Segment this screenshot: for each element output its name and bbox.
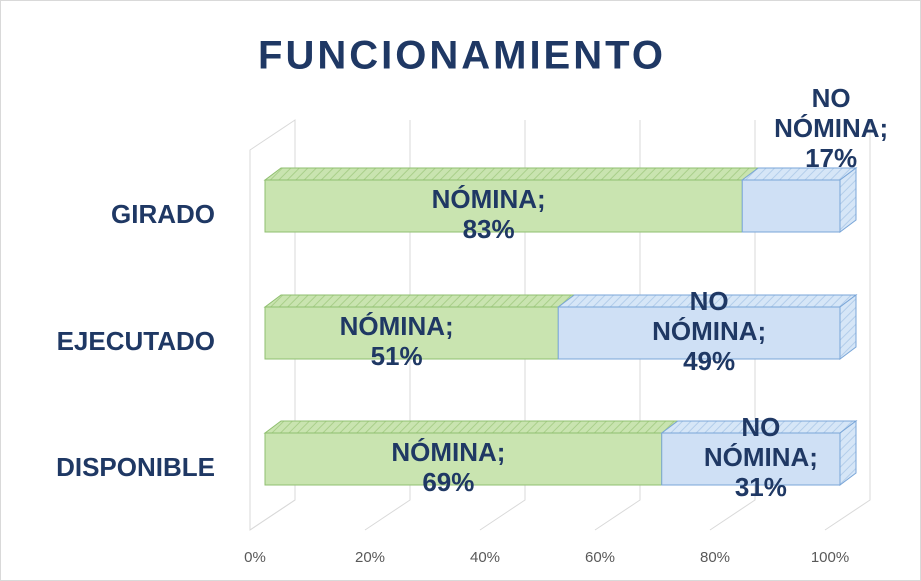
bar xyxy=(264,432,663,486)
bar-side xyxy=(839,294,857,360)
bar xyxy=(264,179,743,233)
y-tick-label: GIRADO xyxy=(111,199,215,229)
grid-line xyxy=(479,120,526,531)
bar xyxy=(741,179,841,233)
bar xyxy=(264,306,559,360)
bar-side xyxy=(839,167,857,233)
x-tick-label: 40% xyxy=(470,549,500,566)
data-label: NÓMINA; 83% xyxy=(432,184,546,244)
y-tick-label: DISPONIBLE xyxy=(56,452,215,482)
bar-top xyxy=(263,167,760,181)
x-tick-label: 60% xyxy=(585,549,615,566)
x-tick-label: 100% xyxy=(811,549,849,566)
grid-line xyxy=(249,120,296,531)
bar-side xyxy=(839,420,857,486)
bar xyxy=(661,432,841,486)
grid-line xyxy=(709,120,756,531)
bar-top xyxy=(263,420,680,434)
grid-line xyxy=(594,120,641,531)
data-label: NÓMINA; 69% xyxy=(391,437,505,497)
data-label: NO NÓMINA; 49% xyxy=(652,286,766,376)
data-label: NÓMINA; 51% xyxy=(340,311,454,371)
y-tick-label: EJECUTADO xyxy=(57,326,215,356)
x-tick-label: 80% xyxy=(700,549,730,566)
data-label: NO NÓMINA; 17% xyxy=(774,83,888,173)
x-tick-label: 20% xyxy=(355,549,385,566)
chart-title: FUNCIONAMIENTO xyxy=(258,34,666,78)
grid-line xyxy=(824,120,871,531)
bar xyxy=(557,306,841,360)
grid-line xyxy=(364,120,411,531)
data-label: NO NÓMINA; 31% xyxy=(704,412,818,502)
x-tick-label: 0% xyxy=(244,549,266,566)
bar-top xyxy=(263,294,576,308)
